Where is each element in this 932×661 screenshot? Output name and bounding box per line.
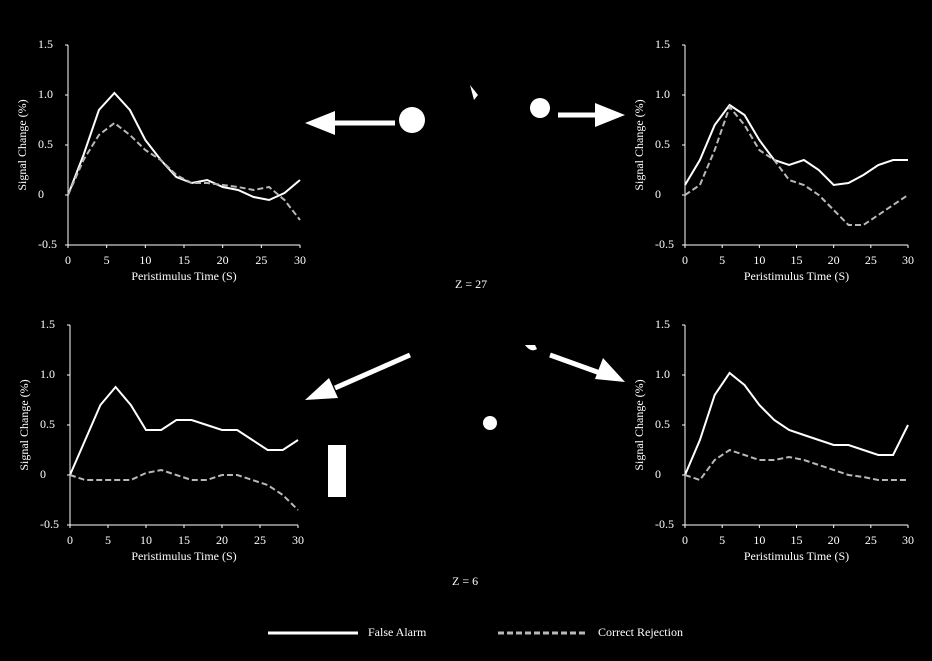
x-tick-label: 15	[791, 533, 803, 547]
y-tick-label: 0	[38, 187, 44, 201]
x-tick-label: 10	[753, 253, 765, 267]
y-axis-label: Signal Change (%)	[17, 379, 31, 470]
y-tick-label: 1.5	[655, 317, 670, 331]
annotation: Z = 27	[455, 277, 487, 291]
x-tick-label: 30	[902, 253, 914, 267]
x-tick-label: 0	[65, 253, 71, 267]
y-tick-label: 0	[655, 467, 661, 481]
x-tick-label: 15	[178, 253, 190, 267]
legend-label: Correct Rejection	[598, 625, 683, 639]
y-tick-label: 0.5	[38, 137, 53, 151]
figure: Z = 27 Z = 6 -0.5 0 0.5 1.0 1.5 0 5 10 15 20 25 30 P…	[0, 0, 932, 661]
x-axis-label: Peristimulus Time (S)	[131, 269, 236, 283]
y-tick-label: -0.5	[40, 517, 59, 531]
x-tick-label: 0	[67, 533, 73, 547]
x-tick-label: 15	[178, 533, 190, 547]
x-tick-label: 0	[682, 253, 688, 267]
x-axis-label: Peristimulus Time (S)	[744, 269, 849, 283]
x-tick-label: 15	[791, 253, 803, 267]
annotation: Z = 6	[452, 574, 478, 588]
y-tick-label: 0.5	[655, 137, 670, 151]
y-tick-label: 0	[655, 187, 661, 201]
legend-label: False Alarm	[368, 625, 427, 639]
y-tick-label: 0.5	[655, 417, 670, 431]
x-tick-label: 20	[828, 253, 840, 267]
x-tick-label: 10	[140, 533, 152, 547]
x-tick-label: 25	[865, 253, 877, 267]
x-tick-label: 25	[255, 253, 267, 267]
x-tick-label: 30	[902, 533, 914, 547]
y-tick-label: -0.5	[38, 237, 57, 251]
y-tick-label: 1.0	[655, 367, 670, 381]
x-tick-label: 5	[104, 253, 110, 267]
x-tick-label: 5	[719, 533, 725, 547]
y-axis-label: Signal Change (%)	[632, 379, 646, 470]
x-tick-label: 10	[753, 533, 765, 547]
x-tick-label: 30	[292, 533, 304, 547]
y-tick-label: 1.0	[655, 87, 670, 101]
x-tick-label: 30	[294, 253, 306, 267]
y-tick-label: 1.0	[40, 367, 55, 381]
x-tick-label: 20	[216, 533, 228, 547]
y-tick-label: -0.5	[655, 517, 674, 531]
y-axis-label: Signal Change (%)	[15, 99, 29, 190]
x-tick-label: 25	[254, 533, 266, 547]
x-tick-label: 5	[719, 253, 725, 267]
y-tick-label: 0	[40, 467, 46, 481]
y-tick-label: 1.5	[655, 37, 670, 51]
x-axis-label: Peristimulus Time (S)	[131, 549, 236, 563]
x-axis-label: Peristimulus Time (S)	[744, 549, 849, 563]
x-tick-label: 10	[139, 253, 151, 267]
y-axis-label: Signal Change (%)	[632, 99, 646, 190]
y-tick-label: 1.5	[38, 37, 53, 51]
x-tick-label: 0	[682, 533, 688, 547]
y-tick-label: 0.5	[40, 417, 55, 431]
y-tick-label: 1.0	[38, 87, 53, 101]
x-tick-label: 25	[865, 533, 877, 547]
y-tick-label: -0.5	[655, 237, 674, 251]
x-tick-label: 20	[828, 533, 840, 547]
y-tick-label: 1.5	[40, 317, 55, 331]
x-tick-label: 20	[217, 253, 229, 267]
colorbar	[328, 445, 346, 497]
x-tick-label: 5	[105, 533, 111, 547]
